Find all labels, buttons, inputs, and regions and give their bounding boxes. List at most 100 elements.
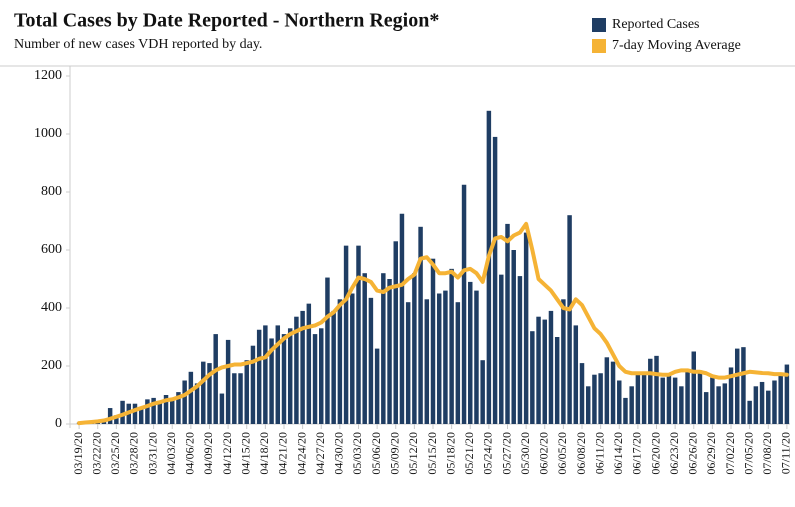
bar: [269, 338, 274, 424]
bar: [381, 273, 386, 424]
x-tick-label: 03/19/20: [71, 432, 85, 475]
bar: [430, 258, 436, 424]
bar: [225, 339, 231, 424]
x-tick-label: 05/03/20: [350, 432, 364, 475]
bar: [275, 325, 281, 424]
bar: [207, 363, 212, 424]
bar: [759, 381, 765, 424]
y-tick-label: 1200: [34, 68, 62, 83]
bar: [145, 399, 150, 424]
bar: [766, 390, 771, 424]
x-tick-label: 04/18/20: [257, 432, 271, 475]
x-tick-label: 05/24/20: [481, 432, 495, 475]
bar: [455, 302, 461, 424]
chart-title: Total Cases by Date Reported - Northern …: [14, 10, 439, 32]
bar: [728, 367, 734, 424]
bar: [505, 223, 510, 424]
x-tick-label: 07/08/20: [760, 432, 774, 475]
bar: [412, 273, 417, 424]
bar: [362, 273, 367, 424]
bar: [734, 348, 740, 424]
x-tick-label: 05/09/20: [387, 432, 401, 475]
bar: [623, 397, 628, 424]
bar: [256, 329, 262, 424]
bar: [474, 290, 479, 424]
bar: [480, 360, 485, 424]
x-tick-label: 04/24/20: [294, 432, 308, 475]
bar: [511, 250, 516, 424]
x-tick-label: 06/20/20: [648, 432, 662, 475]
bar: [610, 361, 616, 424]
bar: [778, 373, 783, 424]
bar: [747, 400, 752, 424]
bar: [157, 400, 163, 424]
bar: [343, 245, 349, 424]
bar: [492, 136, 498, 424]
x-tick-label: 07/02/20: [723, 432, 737, 475]
bar: [722, 383, 728, 424]
x-tick-label: 03/28/20: [127, 432, 141, 475]
bar: [219, 393, 225, 424]
x-tick-label: 06/14/20: [611, 432, 625, 475]
x-tick-label: 05/12/20: [406, 432, 420, 475]
bar: [424, 299, 430, 424]
x-tick-label: 05/18/20: [443, 432, 457, 475]
x-tick-label: 04/09/20: [201, 432, 215, 475]
bar: [598, 373, 603, 424]
bar: [114, 415, 119, 424]
bar: [461, 184, 467, 424]
bar: [468, 281, 473, 424]
x-tick-label: 03/22/20: [89, 432, 103, 475]
bar: [523, 232, 529, 424]
bar: [281, 334, 287, 424]
x-tick-label: 07/11/20: [779, 432, 793, 474]
bar: [151, 397, 156, 424]
x-tick-label: 06/17/20: [630, 432, 644, 475]
bar: [517, 276, 523, 424]
bar: [654, 355, 659, 424]
y-tick-label: 1000: [34, 126, 62, 141]
bar: [393, 241, 398, 424]
bar: [536, 316, 541, 424]
bar: [554, 337, 560, 424]
bar: [592, 374, 597, 424]
y-tick-label: 200: [41, 358, 62, 373]
bar: [697, 370, 703, 424]
bar: [573, 325, 579, 424]
bar: [138, 408, 144, 424]
bar: [579, 363, 585, 424]
bar: [641, 373, 647, 424]
bar: [182, 380, 187, 424]
bar: [169, 397, 175, 424]
legend-label: Reported Cases: [612, 17, 699, 32]
bar: [648, 358, 653, 424]
bar: [263, 325, 268, 424]
bar: [194, 383, 200, 424]
x-tick-label: 05/21/20: [462, 432, 476, 475]
x-tick-label: 06/08/20: [574, 432, 588, 475]
bar: [300, 310, 305, 424]
bar: [163, 395, 169, 424]
bar: [629, 386, 634, 424]
bar: [703, 392, 709, 424]
x-tick-label: 07/05/20: [741, 432, 755, 475]
x-tick-label: 05/30/20: [518, 432, 532, 475]
bar: [287, 328, 293, 424]
bar: [548, 310, 554, 424]
y-tick-label: 800: [41, 184, 62, 199]
bar: [213, 334, 218, 424]
y-tick-label: 600: [41, 242, 62, 257]
bar: [753, 386, 759, 424]
bar: [405, 302, 411, 424]
bar: [337, 299, 343, 424]
chart-subtitle: Number of new cases VDH reported by day.: [14, 37, 262, 52]
x-tick-label: 06/29/20: [704, 432, 718, 475]
bar: [312, 334, 318, 424]
bar: [244, 360, 249, 424]
bar: [306, 303, 312, 424]
y-tick-label: 400: [41, 300, 62, 315]
bar: [449, 268, 454, 424]
bar: [672, 377, 678, 424]
bar: [679, 386, 684, 424]
bar: [443, 290, 448, 424]
